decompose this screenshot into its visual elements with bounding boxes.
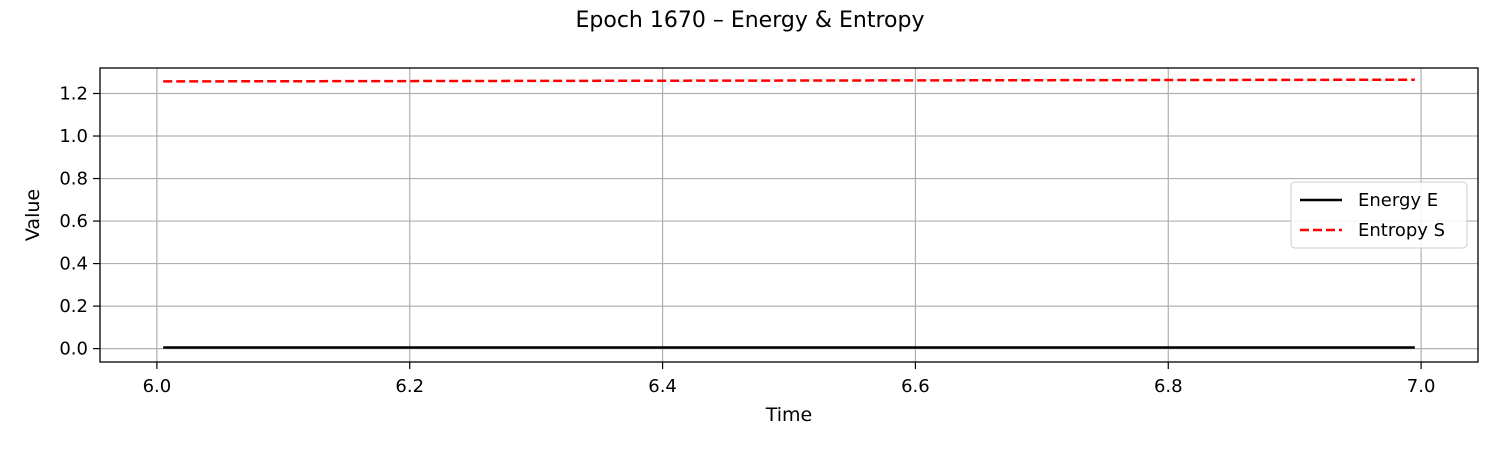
legend-box: [1290, 181, 1468, 249]
chart-title: Epoch 1670 – Energy & Entropy: [576, 8, 925, 33]
y-tick-label: 1.2: [59, 84, 88, 105]
x-tick-label: 6.0: [143, 376, 172, 397]
x-axis-label: Time: [765, 404, 813, 426]
plot-frame: [99, 67, 1479, 363]
y-tick-label: 0.8: [59, 169, 88, 190]
x-tick-label: 6.2: [395, 376, 424, 397]
x-tick-label: 6.6: [901, 376, 930, 397]
series-layer: [163, 78, 1415, 349]
y-tick-label: 0.2: [59, 296, 88, 317]
y-tick-label: 0.4: [59, 254, 88, 275]
x-tick-label: 7.0: [1407, 376, 1436, 397]
x-tick-label: 6.8: [1154, 376, 1183, 397]
y-axis-ticks: 0.0 0.2 0.4 0.6 0.8 1.0 1.2: [59, 84, 100, 360]
y-tick-label: 1.0: [59, 126, 88, 147]
series-line-entropy-s: [163, 78, 1415, 83]
legend-label-entropy: Entropy S: [1358, 220, 1445, 241]
x-axis-ticks: 6.0 6.2 6.4 6.6 6.8 7.0: [143, 362, 1436, 397]
grid: [100, 68, 1478, 362]
legend: Energy E Entropy S: [1290, 181, 1468, 249]
y-tick-label: 0.6: [59, 211, 88, 232]
y-tick-label: 0.0: [59, 339, 88, 360]
y-axis-label: Value: [22, 189, 44, 241]
x-tick-label: 6.4: [648, 376, 677, 397]
legend-label-energy: Energy E: [1358, 190, 1438, 211]
